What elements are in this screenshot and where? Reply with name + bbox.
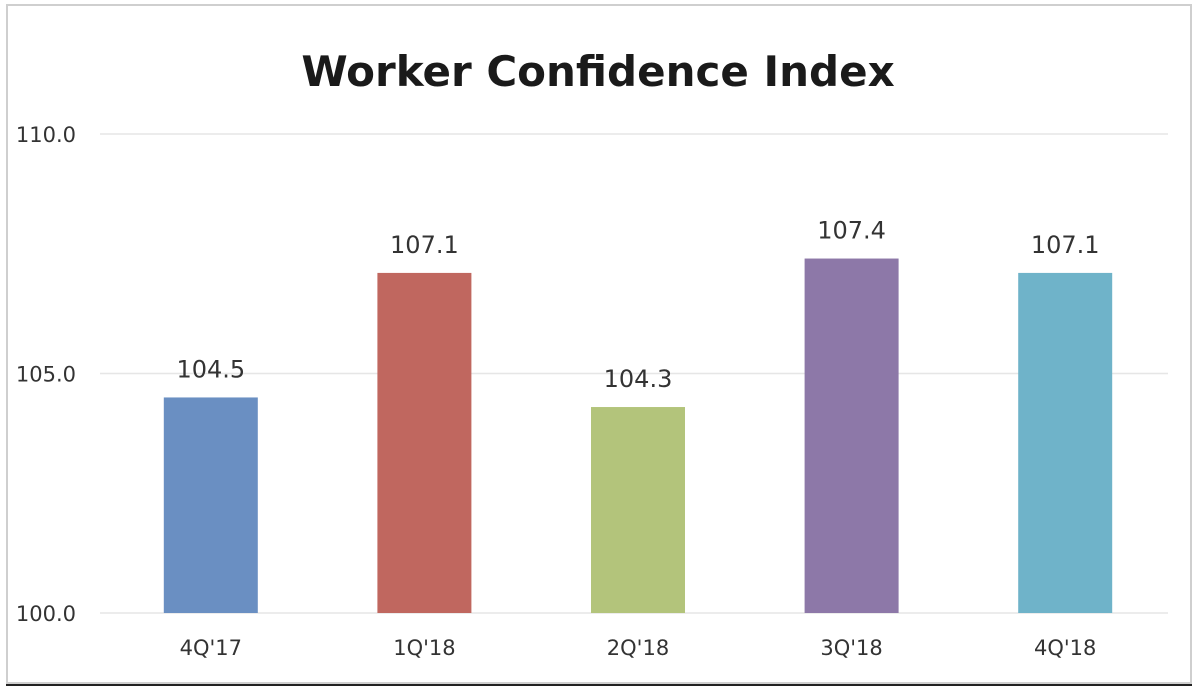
x-category-label: 4Q'17 — [180, 636, 242, 660]
bar — [377, 272, 472, 613]
bottom-rule — [6, 684, 1192, 686]
y-tick-label: 105.0 — [16, 363, 76, 387]
bars — [163, 258, 1113, 613]
y-axis-ticks: 100.0 105.0 110.0 — [16, 123, 76, 626]
y-tick-label: 100.0 — [16, 602, 76, 626]
x-category-label: 1Q'18 — [393, 636, 455, 660]
bar — [591, 407, 685, 613]
x-axis-categories: 4Q'17 1Q'18 2Q'18 3Q'18 4Q'18 — [180, 636, 1097, 660]
bar — [163, 397, 258, 613]
bar-value-label: 104.3 — [604, 365, 673, 393]
x-category-label: 2Q'18 — [607, 636, 669, 660]
bar — [1018, 272, 1113, 613]
x-category-label: 4Q'18 — [1034, 636, 1096, 660]
bar-value-label: 107.1 — [1031, 231, 1100, 259]
y-tick-label: 110.0 — [16, 123, 76, 147]
bar-value-label: 107.4 — [817, 217, 886, 245]
value-labels: 104.5 107.1 104.3 107.4 107.1 — [176, 217, 1099, 393]
bar-value-label: 104.5 — [176, 355, 245, 383]
bar-value-label: 107.1 — [390, 231, 459, 259]
bar — [804, 258, 899, 613]
chart-title: Worker Confidence Index — [301, 47, 894, 96]
x-category-label: 3Q'18 — [820, 636, 882, 660]
